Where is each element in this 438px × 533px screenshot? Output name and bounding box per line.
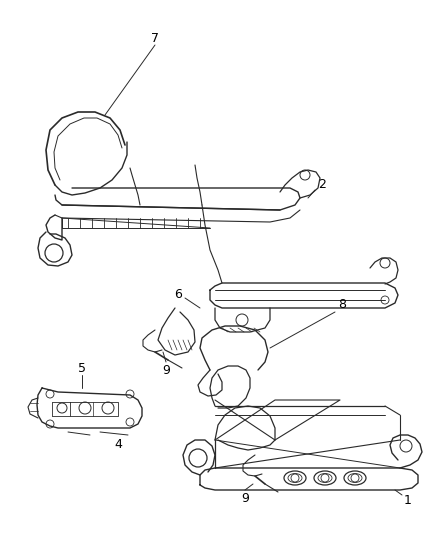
Text: 2: 2: [318, 179, 325, 191]
Text: 8: 8: [337, 298, 345, 311]
Text: 9: 9: [240, 491, 248, 505]
Text: 9: 9: [162, 364, 170, 376]
Text: 7: 7: [151, 31, 159, 44]
Text: 1: 1: [403, 494, 411, 506]
Text: 5: 5: [78, 361, 86, 375]
Text: 4: 4: [114, 439, 122, 451]
Text: 6: 6: [173, 288, 181, 302]
